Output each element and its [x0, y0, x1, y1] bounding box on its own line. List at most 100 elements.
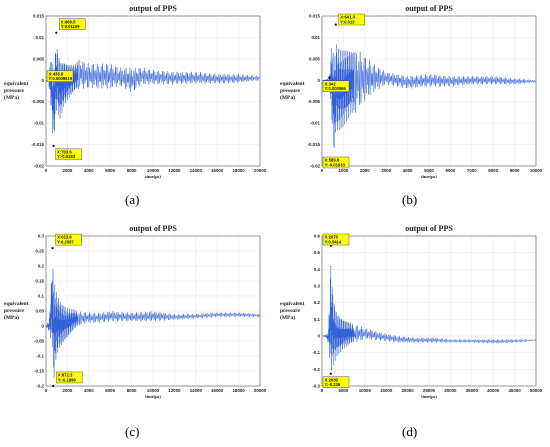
datatip-point — [328, 76, 331, 79]
plot-area-frame — [45, 235, 261, 387]
x-tick-label: 10000 — [530, 168, 543, 173]
y-tick-label: -0.01 — [310, 121, 321, 126]
datatip-text: Y:0.0009619 — [49, 76, 73, 81]
y-tick-label: -0.1 — [36, 354, 44, 359]
y-tick-label: 0.015 — [309, 14, 321, 19]
datatip-box — [322, 80, 350, 92]
datatip-text: Y:0.01109 — [61, 24, 80, 29]
y-axis-label: pressure — [280, 308, 301, 314]
datatip-point — [51, 246, 54, 250]
x-tick-label: 0 — [321, 168, 324, 173]
y-tick-label: 0.005 — [309, 56, 321, 61]
x-tick-label: 10000 — [147, 388, 160, 393]
y-tick-label: 0.015 — [33, 14, 45, 19]
x-tick-label: 8000 — [127, 388, 137, 393]
y-axis-label: pressure — [4, 308, 25, 314]
datatip-text: Y:-0.01933 — [325, 162, 346, 167]
y-tick-label: 0.3 — [38, 234, 45, 239]
x-tick-label: 2000 — [63, 168, 73, 173]
x-tick-label: 12000 — [168, 168, 181, 173]
datatip-text: X:703.6 — [57, 149, 72, 154]
y-tick-label: -0.015 — [308, 142, 321, 147]
y-tick-label: 0.005 — [33, 56, 45, 61]
y-tick-label: 0.15 — [35, 279, 44, 284]
chart-svg-b: output of PPS 0 1000 2000 3000 4000 5000 6000 70… — [280, 4, 543, 179]
y-tick-label: -0.15 — [34, 369, 45, 374]
datatip-text: X:589.8 — [325, 158, 340, 163]
x-tick-label: 20000 — [401, 388, 414, 393]
y-tick-label: 0.2 — [38, 264, 45, 269]
x-tick-label: 8000 — [488, 168, 498, 173]
x-axis-label: time(μs) — [421, 394, 437, 399]
y-axis-label: equivalent — [4, 301, 29, 307]
datatip-text: Y:-0.226 — [325, 382, 341, 387]
x-tick-label: 12000 — [168, 388, 181, 393]
y-tick-label: 0 — [42, 324, 45, 329]
y-tick-label: -0.1 — [312, 350, 320, 355]
x-tick-label: 6000 — [105, 168, 115, 173]
datatip-text: X:438.8 — [49, 71, 64, 76]
y-axis-label: pressure — [280, 88, 301, 94]
x-tick-label: 1000 — [339, 168, 349, 173]
y-tick-label: 0.1 — [314, 317, 321, 322]
x-tick-label: 0 — [321, 388, 324, 393]
y-tick-label: -0.2 — [312, 367, 320, 372]
datatip-box — [55, 148, 82, 161]
datatip-point — [52, 144, 55, 147]
x-tick-label: 0 — [45, 168, 48, 173]
chart-svg-a: output of PPS 0 2000 4000 6000 8000 10000 12000… — [4, 4, 267, 179]
y-tick-label: 0.6 — [314, 234, 321, 239]
datatip-box — [55, 371, 83, 384]
y-axis-label: equivalent — [280, 301, 305, 307]
panel-label-c: (c) — [125, 424, 140, 439]
y-tick-label: 0.4 — [314, 267, 321, 272]
datatip-text: Y:0.2597 — [57, 239, 74, 244]
x-tick-label: 40000 — [487, 388, 500, 393]
chart-title: output of PPS — [129, 4, 177, 13]
chart-title: output of PPS — [405, 4, 453, 13]
datatip-box — [322, 156, 350, 169]
x-tick-label: 18000 — [232, 388, 245, 393]
x-tick-label: 8000 — [127, 168, 137, 173]
y-tick-label: 0.05 — [35, 309, 44, 314]
datatip-text: X:613.6 — [57, 235, 72, 240]
x-tick-label: 3000 — [381, 168, 391, 173]
datatip-box — [46, 70, 74, 82]
datatip-text: Y:-0.0153 — [57, 154, 76, 159]
datatip-text: Y:-0.1999 — [58, 377, 77, 382]
y-tick-label: -0.005 — [308, 99, 321, 104]
x-tick-label: 0 — [45, 388, 48, 393]
x-tick-label: 45000 — [508, 388, 521, 393]
x-tick-label: 6000 — [105, 388, 115, 393]
datatip-text: X:342 — [325, 81, 337, 86]
x-tick-label: 4000 — [403, 168, 413, 173]
y-tick-label: 0.2 — [314, 300, 321, 305]
chart-panel-c: output of PPS 0 2000 4000 6000 8000 10000 12000… — [2, 222, 270, 410]
y-tick-label: 0.25 — [35, 249, 44, 254]
y-axis-label: pressure — [4, 88, 25, 94]
x-tick-label: 30000 — [444, 388, 457, 393]
signal-line — [321, 44, 537, 148]
x-tick-label: 7000 — [467, 168, 477, 173]
chart-svg-c: output of PPS 0 2000 4000 6000 8000 10000 12000… — [4, 224, 267, 399]
datatip-text: Y:0.000596 — [325, 86, 347, 91]
datatip-point — [334, 23, 337, 26]
x-tick-label: 5000 — [339, 388, 349, 393]
x-tick-label: 6000 — [446, 168, 456, 173]
y-tick-label: -0.02 — [310, 164, 321, 169]
chart-svg-d: output of PPS 0 5000 10000 15000 20000 25000 30… — [280, 224, 543, 399]
y-axis-label: (MPa) — [280, 314, 295, 321]
plot-area-frame — [45, 15, 261, 167]
x-axis-label: time(μs) — [145, 174, 161, 179]
y-tick-label: 0.01 — [311, 35, 320, 40]
datatip-box — [338, 13, 365, 26]
signal-line — [45, 49, 261, 134]
x-tick-label: 20000 — [254, 388, 267, 393]
y-tick-label: 0.5 — [314, 250, 321, 255]
y-tick-label: -0.02 — [34, 164, 45, 169]
datatip-text: X:2070 — [325, 235, 339, 240]
y-tick-label: 0.3 — [314, 284, 321, 289]
y-tick-label: -0.01 — [34, 121, 45, 126]
x-tick-label: 35000 — [466, 388, 479, 393]
datatip-box — [322, 233, 350, 246]
